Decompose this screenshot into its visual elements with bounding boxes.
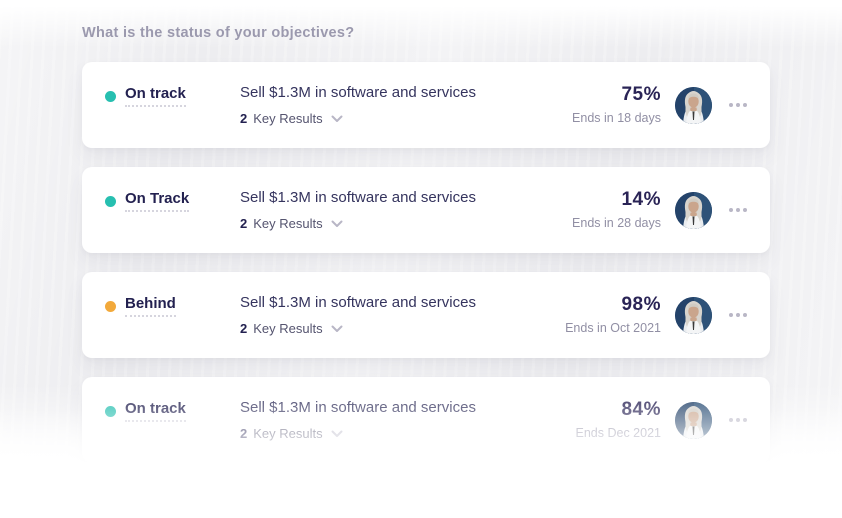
status-dot-icon — [105, 301, 116, 312]
key-results-label: Key Results — [253, 111, 323, 126]
avatar[interactable] — [675, 401, 712, 439]
progress-column: 98% Ends in Oct 2021 — [541, 294, 661, 336]
avatar[interactable] — [675, 191, 712, 229]
status-column: Behind — [105, 272, 240, 317]
progress-column: 84% Ends Dec 2021 — [541, 399, 661, 441]
chevron-down-icon — [331, 220, 343, 228]
status-dot-icon — [105, 406, 116, 417]
status-label[interactable]: On Track — [125, 191, 190, 212]
overflow-menu-button[interactable] — [729, 97, 747, 113]
status-column: On track — [105, 62, 240, 107]
progress-column: 75% Ends in 18 days — [541, 84, 661, 126]
objective-column: Sell $1.3M in software and services 2 Ke… — [240, 84, 541, 126]
progress-percentage: 75% — [621, 84, 661, 105]
status-column: On track — [105, 377, 240, 422]
status-column: On Track — [105, 167, 240, 212]
objective-column: Sell $1.3M in software and services 2 Ke… — [240, 294, 541, 336]
key-results-count: 2 — [240, 216, 248, 231]
end-date-label: Ends in 18 days — [572, 111, 661, 125]
avatar[interactable] — [675, 296, 712, 334]
page-title: What is the status of your objectives? — [82, 25, 355, 41]
key-results-label: Key Results — [253, 426, 323, 441]
overflow-menu-button[interactable] — [729, 202, 747, 218]
avatar[interactable] — [675, 86, 712, 124]
objective-card[interactable]: On Track Sell $1.3M in software and serv… — [82, 167, 770, 253]
end-date-label: Ends in Oct 2021 — [565, 321, 661, 335]
objective-column: Sell $1.3M in software and services 2 Ke… — [240, 189, 541, 231]
objective-card[interactable]: On track Sell $1.3M in software and serv… — [82, 377, 770, 463]
end-date-label: Ends in 28 days — [572, 216, 661, 230]
chevron-down-icon — [331, 430, 343, 438]
status-label[interactable]: On track — [125, 401, 186, 422]
progress-percentage: 98% — [621, 294, 661, 315]
objective-column: Sell $1.3M in software and services 2 Ke… — [240, 399, 541, 441]
objective-title: Sell $1.3M in software and services — [240, 399, 476, 416]
objective-title: Sell $1.3M in software and services — [240, 84, 476, 101]
key-results-label: Key Results — [253, 216, 323, 231]
status-label[interactable]: On track — [125, 86, 186, 107]
key-results-toggle[interactable]: 2 Key Results — [240, 426, 541, 441]
key-results-label: Key Results — [253, 321, 323, 336]
key-results-toggle[interactable]: 2 Key Results — [240, 321, 541, 336]
objective-card[interactable]: Behind Sell $1.3M in software and servic… — [82, 272, 770, 358]
progress-column: 14% Ends in 28 days — [541, 189, 661, 231]
objective-title: Sell $1.3M in software and services — [240, 189, 476, 206]
status-dot-icon — [105, 91, 116, 102]
progress-percentage: 84% — [621, 399, 661, 420]
key-results-count: 2 — [240, 321, 248, 336]
overflow-menu-button[interactable] — [729, 307, 747, 323]
chevron-down-icon — [331, 115, 343, 123]
end-date-label: Ends Dec 2021 — [575, 426, 661, 440]
key-results-count: 2 — [240, 426, 248, 441]
status-dot-icon — [105, 196, 116, 207]
objective-title: Sell $1.3M in software and services — [240, 294, 476, 311]
status-label[interactable]: Behind — [125, 296, 176, 317]
overflow-menu-button[interactable] — [729, 412, 747, 428]
objective-card[interactable]: On track Sell $1.3M in software and serv… — [82, 62, 770, 148]
key-results-toggle[interactable]: 2 Key Results — [240, 216, 541, 231]
objectives-list: On track Sell $1.3M in software and serv… — [82, 62, 770, 482]
key-results-toggle[interactable]: 2 Key Results — [240, 111, 541, 126]
chevron-down-icon — [331, 325, 343, 333]
key-results-count: 2 — [240, 111, 248, 126]
progress-percentage: 14% — [621, 189, 661, 210]
